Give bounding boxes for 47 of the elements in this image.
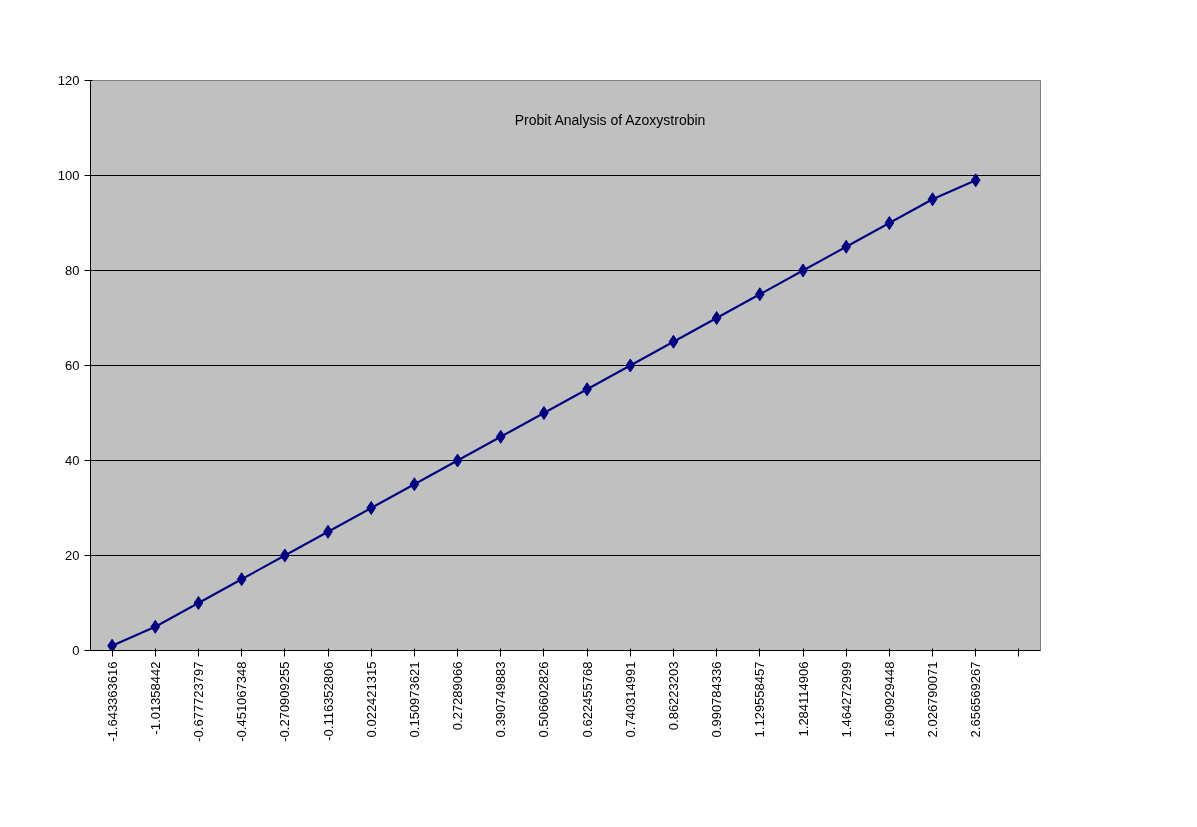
- x-tick-label: -0.677723797: [190, 661, 206, 742]
- y-tick-label: 60: [65, 358, 80, 373]
- x-tick-label: -0.270909255: [277, 661, 293, 742]
- y-tick-label: 40: [65, 453, 80, 468]
- y-tick-label: 0: [72, 643, 80, 658]
- x-tick-label: 1.464272999: [838, 661, 854, 738]
- text: Probit Analysis of Azoxystrobin: [514, 112, 706, 129]
- point: [279, 548, 290, 563]
- x-tick-label: -1.01358442: [147, 661, 163, 735]
- x-tick-label: 0.390749883: [493, 661, 509, 738]
- y-tick-label: 20: [65, 548, 80, 563]
- point: [841, 239, 852, 254]
- point: [668, 334, 679, 349]
- point: [711, 311, 722, 325]
- y-tick-label: 120: [57, 73, 80, 88]
- y-tick-label: 80: [65, 263, 80, 278]
- point: [107, 638, 117, 651]
- point: [625, 358, 636, 373]
- y-tick-label: 100: [57, 168, 80, 183]
- x-tick-label: 0.27289066: [450, 661, 466, 731]
- x-tick-label: 0.622455768: [579, 661, 595, 738]
- x-tick-label: 0.86223203: [665, 661, 681, 731]
- point: [452, 453, 463, 468]
- x-tick-label: 1.129558457: [752, 661, 768, 738]
- x-tick-label: 0.506602826: [536, 661, 552, 738]
- point: [409, 477, 420, 492]
- point: [193, 596, 204, 610]
- x-tick-label: 0.990784336: [709, 661, 725, 738]
- x-tick-label: 0.150973621: [406, 661, 422, 738]
- x-tick-label: -1.643363616: [104, 661, 120, 742]
- point: [884, 216, 895, 230]
- point: [495, 429, 506, 444]
- point: [970, 173, 981, 188]
- x-tick-label: -0.451067348: [234, 661, 250, 742]
- point: [539, 406, 549, 420]
- x-tick-label: -0.116352806: [320, 661, 336, 741]
- point: [366, 501, 377, 515]
- point: [927, 192, 938, 207]
- x-tick-label: 2.026790071: [925, 661, 941, 738]
- x-tick-label: 1.284114906: [795, 661, 811, 737]
- x-tick-label: 0.022421315: [363, 661, 379, 738]
- point: [150, 619, 161, 634]
- x-tick-label: 1.690929448: [881, 661, 897, 738]
- point: [236, 572, 247, 587]
- x-tick-label: 2.656569267: [968, 661, 984, 738]
- point: [754, 287, 765, 302]
- x-tick-label: 0.740314991: [622, 661, 638, 738]
